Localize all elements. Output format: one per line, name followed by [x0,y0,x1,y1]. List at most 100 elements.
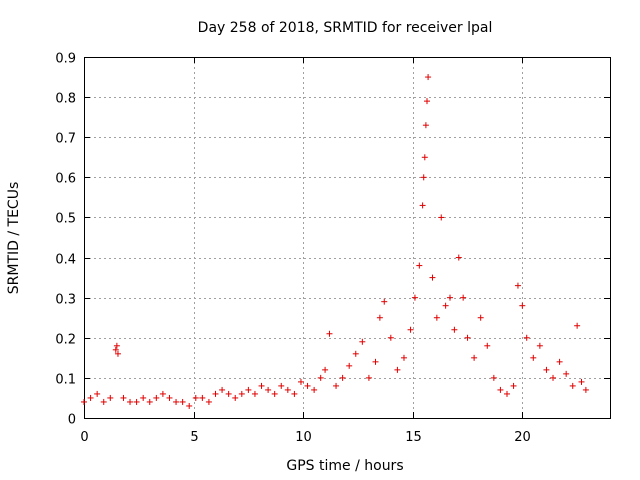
y-tick-label: 0 [68,413,76,428]
data-point [339,374,346,381]
data-point [173,398,180,405]
data-point [460,294,467,301]
data-point [519,302,526,309]
y-tick-label: 0.9 [55,52,76,67]
data-point [114,350,121,357]
y-tick-label: 0.5 [55,212,76,227]
y-tick-label: 0.1 [55,373,76,388]
data-point [107,394,114,401]
x-tick-label: 5 [190,430,198,445]
data-point [133,398,140,405]
data-point [477,314,484,321]
data-point [322,366,329,373]
y-tick-label: 0.6 [55,172,76,187]
data-point [411,294,418,301]
data-point [556,358,563,365]
x-tick-label: 0 [80,430,88,445]
data-point [490,374,497,381]
plot-frame [84,57,611,419]
data-point [471,354,478,361]
data-point [205,398,212,405]
data-point [238,390,245,397]
data-point [326,330,333,337]
data-point [510,382,517,389]
y-tick-label: 0.4 [55,253,76,268]
data-point [536,342,543,349]
data-point [94,390,101,397]
data-point [372,358,379,365]
data-point [365,374,372,381]
data-point [578,378,585,385]
data-point [425,74,432,81]
data-point [543,366,550,373]
data-point [514,282,521,289]
data-point [464,334,471,341]
data-point [563,370,570,377]
data-point [271,390,278,397]
data-point [100,398,107,405]
data-point [400,354,407,361]
y-tick-label: 0.3 [55,293,76,308]
data-point [447,294,454,301]
data-point [265,386,272,393]
data-point [451,326,458,333]
x-axis-title: GPS time / hours [286,458,403,474]
data-point [381,298,388,305]
data-point [429,274,436,281]
data-point [258,382,265,389]
data-point [186,402,193,409]
data-point [574,322,581,329]
y-axis-title: SRMTID / TECUs [6,182,22,295]
data-point [346,362,353,369]
data-point [416,262,423,269]
data-point [153,394,160,401]
data-point [582,386,589,393]
chart-title: Day 258 of 2018, SRMTID for receiver lpa… [198,20,493,36]
data-point [376,314,383,321]
data-point [297,378,304,385]
data-point [420,174,427,181]
data-point [120,394,127,401]
data-point [455,254,462,261]
x-tick-label: 15 [405,430,422,445]
data-point [352,350,359,357]
data-point [484,342,491,349]
data-point [284,386,291,393]
data-point [311,386,318,393]
data-point [387,334,394,341]
data-point [304,382,311,389]
y-tick-label: 0.7 [55,132,76,147]
data-point [419,202,426,209]
data-point [333,382,340,389]
data-point [199,394,206,401]
data-point [81,398,87,405]
y-tick-label: 0.8 [55,92,76,107]
data-point [159,390,166,397]
data-point [112,346,119,353]
data-point [146,398,153,405]
data-point [251,390,258,397]
data-point [317,374,324,381]
tick-layer: 0 0.1 0.2 0.3 0.4 0.5 0.6 0.7 0.8 0.9 0 5 10 15 20 [55,52,610,445]
data-point [245,386,252,393]
data-point [550,374,557,381]
data-point [433,314,440,321]
x-tick-label: 20 [514,430,531,445]
data-point [278,382,285,389]
data-point [192,394,199,401]
data-point [113,342,120,349]
data-point [291,390,298,397]
data-point [530,354,537,361]
data-point [359,338,366,345]
grid-layer [84,57,610,418]
data-point [225,390,232,397]
data-point [87,394,94,401]
data-point [442,302,449,309]
data-point [569,382,576,389]
data-point [394,366,401,373]
data-point [497,386,504,393]
data-point [407,326,414,333]
data-points [81,74,589,409]
y-tick-label: 0.2 [55,333,76,348]
